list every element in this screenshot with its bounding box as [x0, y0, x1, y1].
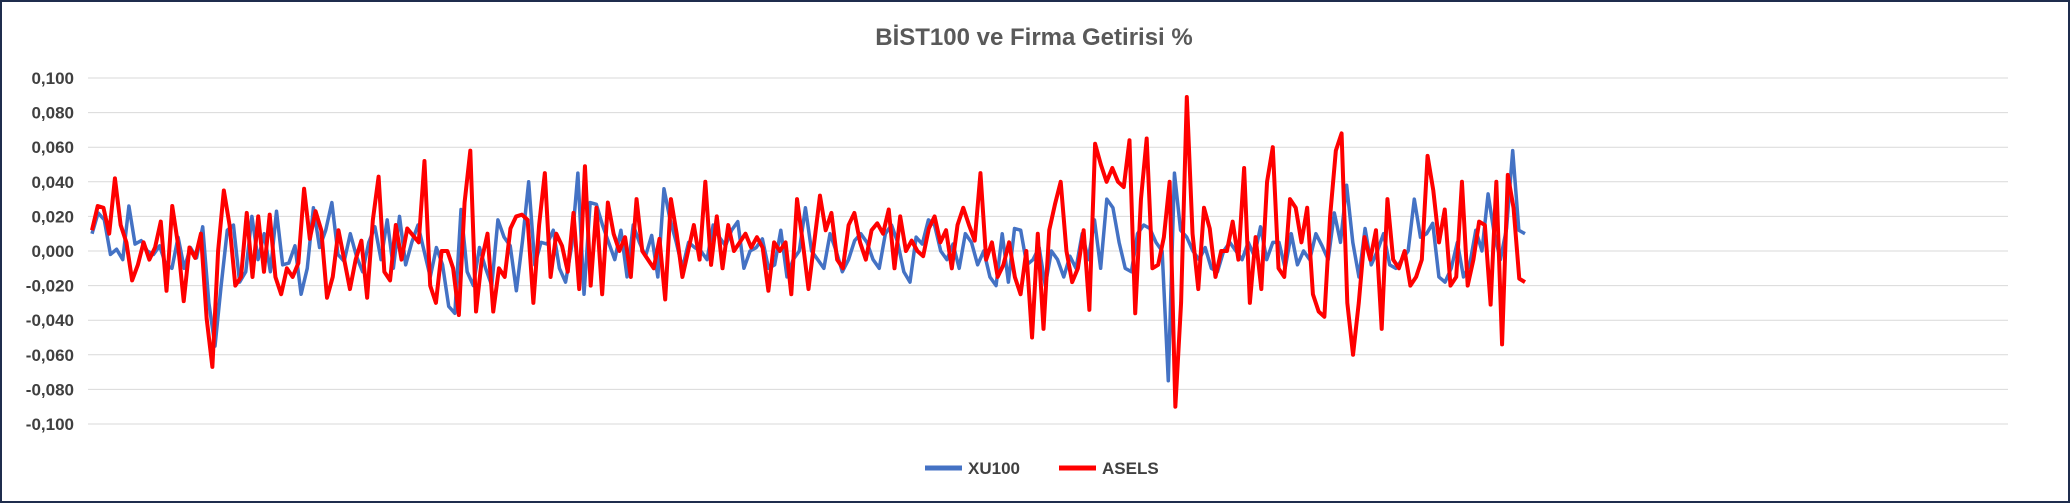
legend-label-xu100: XU100 — [968, 459, 1020, 478]
legend-label-asels: ASELS — [1102, 459, 1159, 478]
legend: XU100 ASELS — [925, 459, 1159, 478]
y-tick-label: -0,020 — [26, 277, 74, 296]
y-tick-label: 0,000 — [31, 242, 74, 261]
y-tick-label: -0,040 — [26, 311, 74, 330]
y-axis-ticks: 0,100 0,080 0,060 0,040 0,020 0,000 -0,020 -0,0… — [26, 69, 74, 434]
y-tick-label: 0,100 — [31, 69, 74, 88]
chart-title: BİST100 ve Firma Getirisi % — [875, 24, 1192, 51]
gridlines — [88, 77, 2008, 425]
y-tick-label: -0,080 — [26, 380, 74, 399]
y-tick-label: 0,080 — [31, 104, 74, 123]
series-lines — [90, 95, 1527, 409]
y-tick-label: 0,040 — [31, 173, 74, 192]
y-tick-label: 0,020 — [31, 207, 74, 226]
series-line-asels — [90, 95, 1527, 409]
y-tick-label: -0,100 — [26, 415, 74, 434]
y-tick-label: 0,060 — [31, 138, 74, 157]
y-tick-label: -0,060 — [26, 346, 74, 365]
